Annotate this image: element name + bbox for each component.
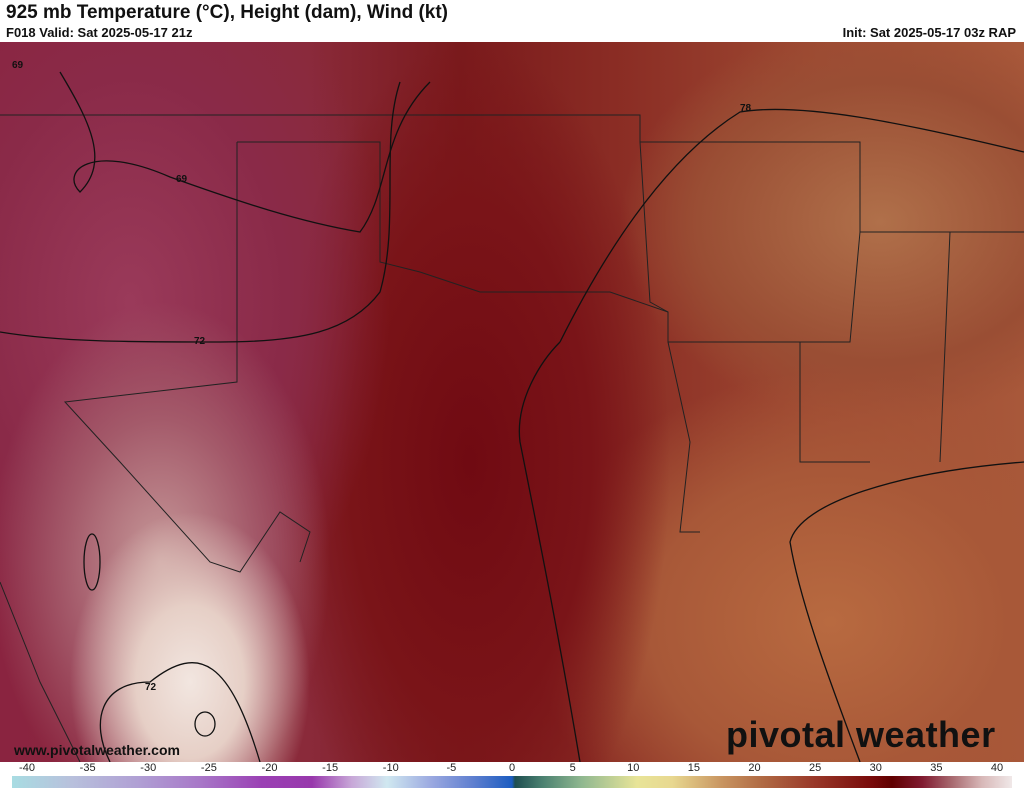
state-borders: [0, 114, 1024, 762]
colorbar-tick-label: -15: [322, 762, 339, 774]
colorbar-tick-label: 5: [569, 762, 576, 774]
website-label: www.pivotalweather.com: [14, 742, 180, 758]
contour-label: 69: [12, 60, 24, 71]
colorbar-tick-label: -5: [446, 762, 457, 774]
colorbar-tick-label: -30: [140, 762, 157, 774]
colorbar-tick-label: 15: [687, 762, 700, 774]
init-time: Init: Sat 2025-05-17 03z RAP: [842, 25, 1016, 40]
colorbar-tick-label: -25: [200, 762, 217, 774]
colorbar-tick-label: 25: [809, 762, 822, 774]
colorbar-tick-label: 20: [748, 762, 761, 774]
contour-label: 72: [194, 336, 206, 347]
colorbar-tick-label: -20: [261, 762, 278, 774]
colorbar-tick-label: 10: [627, 762, 640, 774]
colorbar-tick-label: -40: [19, 762, 35, 774]
colorbar-tick-label: 0: [508, 762, 516, 774]
contour-label: 78: [740, 103, 752, 114]
colorbar-tick-label: -10: [382, 762, 399, 774]
pivotal-weather-logo: pivotal weather: [726, 714, 996, 755]
map-title: 925 mb Temperature (°C), Height (dam), W…: [6, 2, 449, 23]
colorbar-tick-label: -35: [79, 762, 96, 774]
weather-map: 69 69 72 72 78: [0, 42, 1024, 762]
temperature-colorbar: [12, 776, 1012, 788]
colorbar-tick-label: 40: [990, 762, 1004, 774]
contour-label: 72: [145, 682, 157, 693]
valid-time: F018 Valid: Sat 2025-05-17 21z: [6, 25, 193, 40]
contour-label: 69: [176, 174, 188, 185]
colorbar-labels: -40 -35 -30 -25 -20 -15 -10 -5 0 5 10 15 20 25 30 35 40: [0, 762, 1024, 776]
colorbar-tick-label: 35: [930, 762, 943, 774]
colorbar-tick-label: 30: [869, 762, 882, 774]
map-overlay: [0, 71, 1024, 762]
height-contours: [0, 71, 1024, 762]
